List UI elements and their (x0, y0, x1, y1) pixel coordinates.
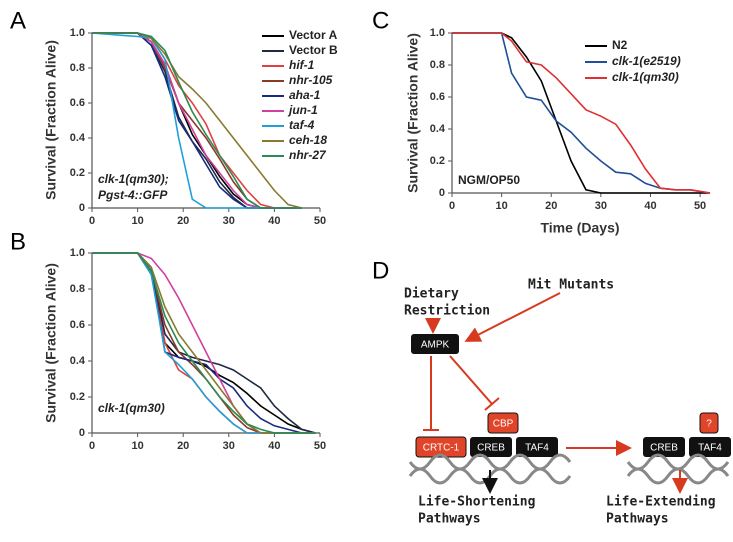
annotation: Pgst-4::GFP (98, 188, 168, 202)
x-tick-label: 10 (495, 200, 507, 212)
y-tick-label: 0.2 (70, 391, 85, 403)
node-label: AMPK (421, 340, 450, 351)
node-box (415, 436, 467, 458)
node-box (411, 334, 459, 354)
legend-label: hif-1 (289, 58, 315, 72)
y-tick-label: 0 (79, 202, 85, 214)
y-tick-label: 1.0 (430, 27, 445, 39)
node-label: TAF4 (698, 443, 722, 454)
x-tick-label: 30 (223, 440, 235, 452)
node-box (643, 437, 685, 457)
annotation: clk-1(qm30); (98, 172, 169, 186)
legend-label: Vector B (289, 43, 338, 57)
y-tick-label: 0.6 (70, 97, 85, 109)
y-tick-label: 0.8 (70, 62, 85, 74)
x-tick-label: 0 (449, 200, 455, 212)
node-box (487, 412, 519, 434)
x-tick-label: 40 (644, 200, 656, 212)
panel-letter: D (372, 257, 389, 284)
node-box (516, 437, 558, 457)
annotation: NGM/OP50 (458, 173, 520, 187)
y-tick-label: 0.8 (430, 59, 445, 71)
node-label: TAF4 (525, 443, 549, 454)
y-tick-label: 0 (439, 187, 445, 199)
y-tick-label: 1.0 (70, 247, 85, 259)
annotation: clk-1(qm30) (98, 401, 165, 415)
x-tick-label: 0 (89, 215, 95, 227)
outcome-label: Life-Shortening (418, 495, 535, 510)
node-label: ? (706, 419, 712, 430)
input-label: Restriction (404, 304, 490, 319)
y-tick-label: 0.4 (70, 355, 86, 367)
y-tick-label: 0.2 (70, 167, 85, 179)
y-tick-label: 0.4 (430, 123, 446, 135)
x-tick-label: 0 (89, 440, 95, 452)
diagram: D Dietary Restriction Mit Mutants AMPK C… (372, 257, 731, 527)
x-tick-label: 10 (131, 440, 143, 452)
legend-label: aha-1 (289, 88, 321, 102)
inhibit-bar (484, 397, 500, 411)
outcome-label: Pathways (418, 512, 481, 527)
node-label: CBP (493, 419, 514, 430)
x-tick-label: 20 (545, 200, 557, 212)
legend-label: nhr-105 (289, 73, 333, 87)
y-axis-label: Survival (Fraction Alive) (43, 40, 59, 200)
legend-label: ceh-18 (289, 133, 327, 147)
panel-letter: C (372, 7, 389, 34)
legend-label: N2 (612, 38, 628, 52)
y-tick-label: 0.4 (70, 132, 86, 144)
outcome-label: Pathways (606, 512, 669, 527)
legend-label: Vector A (289, 28, 338, 42)
dna-helix (626, 453, 730, 485)
x-tick-label: 40 (268, 215, 280, 227)
x-tick-label: 50 (314, 215, 326, 227)
y-tick-label: 0.8 (70, 283, 85, 295)
x-axis-label: Time (Days) (540, 220, 619, 236)
inhibit-line (449, 355, 493, 405)
survival-line (92, 32, 302, 209)
node-box (699, 412, 719, 434)
arrow (464, 292, 561, 342)
node-box (470, 437, 512, 457)
y-axis-label: Survival (Fraction Alive) (43, 263, 59, 423)
x-tick-label: 30 (595, 200, 607, 212)
panel-letter: B (10, 228, 26, 255)
panel-letter: A (10, 7, 26, 34)
y-tick-label: 0.6 (430, 91, 445, 103)
x-tick-label: 20 (177, 215, 189, 227)
survival-line (92, 32, 302, 209)
y-tick-label: 1.0 (70, 27, 85, 39)
survival-line (452, 32, 711, 194)
y-axis-label: Survival (Fraction Alive) (405, 33, 421, 193)
x-tick-label: 30 (223, 215, 235, 227)
y-tick-label: 0.6 (70, 319, 85, 331)
legend-label: taf-4 (289, 118, 315, 132)
legend-label: clk-1(e2519) (612, 54, 681, 68)
survival-line (92, 252, 316, 434)
survival-line (452, 32, 710, 194)
legend-label: jun-1 (287, 103, 318, 117)
input-label: Mit Mutants (528, 278, 614, 293)
node-label: CREB (650, 443, 678, 454)
x-tick-label: 50 (314, 440, 326, 452)
legend-label: clk-1(qm30) (612, 70, 679, 84)
outcome-label: Life-Extending (606, 495, 716, 510)
node-box (689, 437, 731, 457)
node-label: CREB (477, 443, 505, 454)
y-tick-label: 0 (79, 427, 85, 439)
x-tick-label: 10 (131, 215, 143, 227)
x-tick-label: 40 (268, 440, 280, 452)
node-label: CRTC-1 (423, 443, 460, 454)
x-tick-label: 20 (177, 440, 189, 452)
input-label: Dietary (404, 287, 459, 302)
x-tick-label: 50 (694, 200, 706, 212)
legend-label: nhr-27 (289, 148, 327, 162)
y-tick-label: 0.2 (430, 155, 445, 167)
